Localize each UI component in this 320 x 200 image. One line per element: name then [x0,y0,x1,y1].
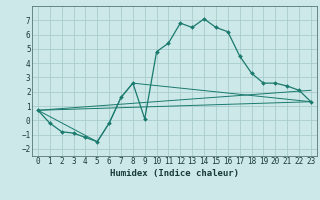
X-axis label: Humidex (Indice chaleur): Humidex (Indice chaleur) [110,169,239,178]
